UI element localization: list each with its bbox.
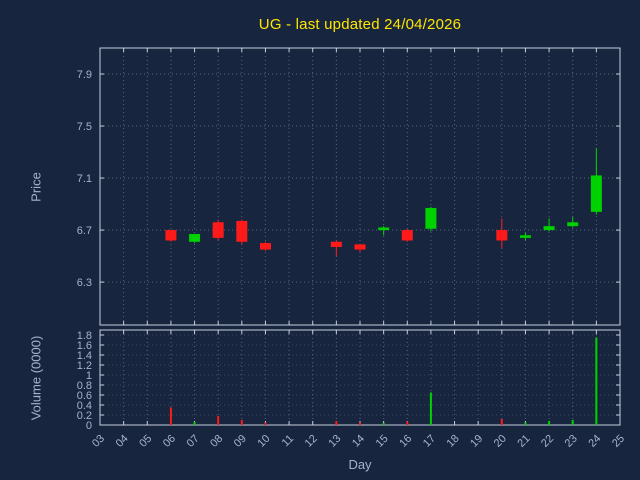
volume-tick-label: 0.8	[77, 380, 92, 392]
candle-body-day-22	[543, 226, 555, 231]
x-tick-label: 07	[185, 433, 202, 450]
candle-body-day-14	[354, 244, 366, 250]
candle-body-day-21	[519, 235, 531, 238]
x-tick-label: 12	[303, 433, 320, 450]
candle-body-day-20	[496, 230, 508, 241]
candle-body-day-8	[212, 222, 224, 238]
price-tick-label: 6.7	[77, 225, 92, 237]
volume-tick-label: 0.4	[77, 400, 92, 412]
volume-tick-label: 1.2	[77, 360, 92, 372]
x-tick-label: 24	[586, 433, 603, 450]
candle-body-day-16	[401, 230, 413, 241]
volume-tick-label: 0	[86, 420, 92, 432]
price-tick-label: 6.3	[77, 277, 92, 289]
x-tick-label: 13	[326, 433, 343, 450]
x-tick-label: 22	[539, 433, 556, 450]
candle-body-day-9	[236, 220, 248, 242]
x-tick-label: 19	[468, 433, 485, 450]
chart-title: UG - last updated 24/04/2026	[258, 16, 462, 33]
x-tick-label: 18	[445, 433, 462, 450]
candle-body-day-6	[165, 230, 177, 241]
price-tick-label: 7.1	[77, 173, 92, 185]
x-tick-label: 15	[374, 433, 391, 450]
candle-body-day-23	[567, 222, 579, 227]
volume-tick-label: 1	[86, 370, 92, 382]
x-tick-label: 06	[161, 433, 178, 450]
x-tick-label: 10	[255, 433, 272, 450]
x-tick-label: 14	[350, 433, 367, 450]
x-tick-label: 25	[610, 433, 627, 450]
x-tick-label: 03	[90, 433, 107, 450]
candle-body-day-24	[590, 175, 602, 212]
volume-tick-label: 1.8	[77, 330, 92, 342]
candle-body-day-13	[330, 241, 342, 247]
x-tick-label: 05	[137, 433, 154, 450]
x-tick-label: 08	[208, 433, 225, 450]
candle-body-day-17	[425, 207, 437, 229]
volume-tick-label: 0.2	[77, 410, 92, 422]
x-tick-label: 16	[397, 433, 414, 450]
candle-body-day-10	[259, 243, 271, 250]
volume-tick-label: 0.6	[77, 390, 92, 402]
x-tick-label: 21	[515, 433, 532, 450]
x-tick-label: 11	[280, 433, 297, 450]
x-tick-label: 09	[232, 433, 249, 450]
price-tick-label: 7.9	[77, 69, 92, 81]
x-axis-label: Day	[348, 457, 372, 472]
price-panel-border	[99, 47, 621, 326]
candle-body-day-15	[378, 227, 390, 231]
x-tick-label: 20	[492, 433, 509, 450]
x-tick-label: 17	[421, 433, 438, 450]
volume-tick-label: 1.6	[77, 340, 92, 352]
x-tick-label: 04	[114, 433, 131, 450]
candle-body-day-7	[189, 233, 201, 242]
price-tick-label: 7.5	[77, 121, 92, 133]
volume-tick-label: 1.4	[77, 350, 92, 362]
x-tick-label: 23	[563, 433, 580, 450]
